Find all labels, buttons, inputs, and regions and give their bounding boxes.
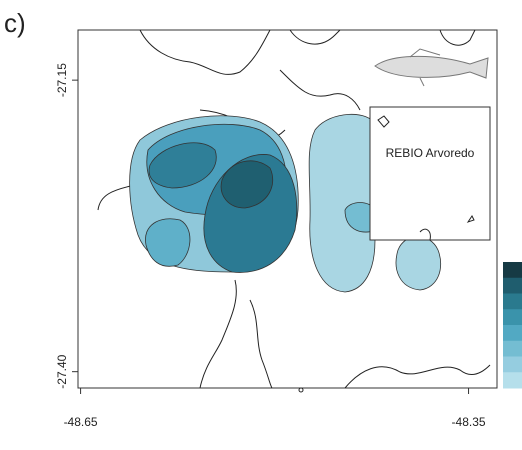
panel-label: c) (4, 8, 26, 38)
y-tick-label: -27.15 (55, 63, 69, 97)
inset-label: REBIO Arvoredo (386, 146, 475, 160)
inset-box (370, 107, 490, 240)
x-tick-label: -48.35 (452, 415, 486, 429)
colorbar-step (503, 262, 522, 278)
colorbar-step (503, 294, 522, 310)
map-figure: c) REBIO Arvoredo -48.65 -48.35 -27.15 -27.… (0, 0, 522, 445)
colorbar-step (503, 309, 522, 325)
colorbar-step (503, 372, 522, 388)
colorbar-step (503, 325, 522, 341)
colorbar-step (503, 341, 522, 357)
colorbar-step (503, 357, 522, 373)
x-tick-label: -48.65 (64, 415, 98, 429)
colorbar-step (503, 278, 522, 294)
y-tick-label: -27.40 (55, 354, 69, 388)
